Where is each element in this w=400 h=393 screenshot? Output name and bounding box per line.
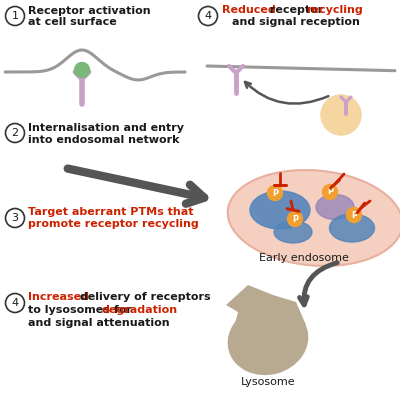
FancyArrowPatch shape [68, 169, 204, 204]
Text: P: P [327, 187, 333, 196]
Text: and signal attenuation: and signal attenuation [28, 318, 170, 328]
Text: P: P [292, 215, 298, 224]
Text: 1: 1 [12, 11, 18, 21]
Text: and signal reception: and signal reception [232, 17, 360, 27]
Ellipse shape [274, 221, 312, 243]
Text: degradation: degradation [102, 305, 178, 315]
Ellipse shape [330, 214, 374, 242]
Text: Lysosome: Lysosome [241, 377, 295, 387]
Text: receptor: receptor [266, 5, 327, 15]
Text: into endosomal network: into endosomal network [28, 135, 180, 145]
FancyArrowPatch shape [300, 263, 337, 305]
Text: Target aberrant PTMs that: Target aberrant PTMs that [28, 207, 194, 217]
PathPatch shape [226, 285, 306, 372]
Text: to lysosomes for: to lysosomes for [28, 305, 136, 315]
Text: Internalisation and entry: Internalisation and entry [28, 123, 184, 133]
Circle shape [321, 95, 361, 135]
Text: 4: 4 [204, 11, 212, 21]
Text: Early endosome: Early endosome [259, 253, 349, 263]
Ellipse shape [228, 306, 308, 375]
Circle shape [322, 184, 338, 200]
Text: Reduced: Reduced [222, 5, 276, 15]
Ellipse shape [228, 170, 400, 266]
Circle shape [74, 62, 90, 77]
Text: promote receptor recycling: promote receptor recycling [28, 219, 199, 229]
Text: P: P [272, 189, 278, 198]
Circle shape [268, 185, 282, 200]
Text: P: P [351, 211, 357, 220]
Text: delivery of receptors: delivery of receptors [76, 292, 211, 302]
FancyArrowPatch shape [245, 82, 328, 104]
Circle shape [288, 211, 302, 226]
Text: at cell surface: at cell surface [28, 17, 117, 27]
Text: 2: 2 [12, 128, 18, 138]
Text: 4: 4 [12, 298, 18, 308]
Text: Increased: Increased [28, 292, 89, 302]
Text: recycling: recycling [306, 5, 363, 15]
Ellipse shape [316, 195, 354, 220]
Text: Receptor activation: Receptor activation [28, 6, 151, 16]
Circle shape [346, 208, 362, 222]
Text: 3: 3 [12, 213, 18, 223]
Ellipse shape [250, 191, 310, 229]
